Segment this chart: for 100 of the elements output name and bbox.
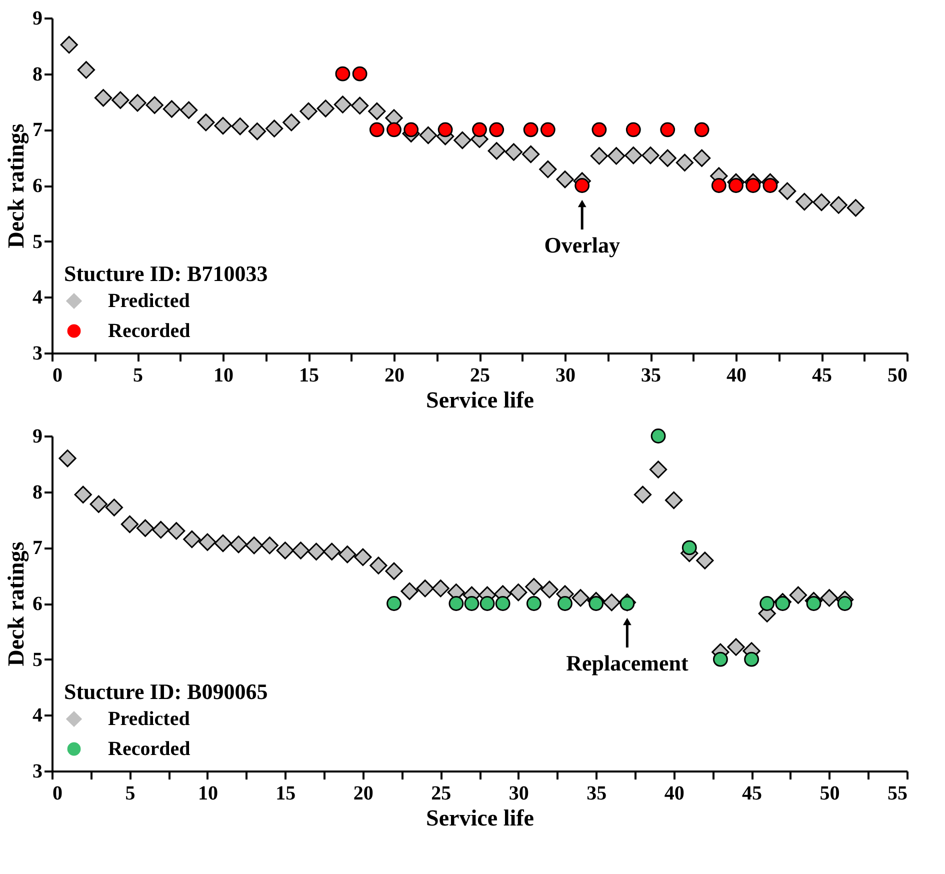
x-tick-label: 50 (888, 364, 908, 386)
point (245, 536, 263, 554)
point (626, 122, 641, 138)
x-tick-label: 10 (198, 782, 218, 804)
point (230, 536, 248, 554)
legend-label: Predicted (108, 708, 190, 730)
point (775, 596, 790, 611)
point (105, 498, 123, 516)
point (162, 100, 181, 118)
y-axis-title: Deck ratings (4, 124, 30, 248)
point (658, 149, 676, 167)
point (504, 143, 523, 161)
x-tick-label: 5 (125, 782, 136, 804)
x-tick-label: 0 (52, 782, 62, 804)
point (760, 596, 775, 611)
point (602, 594, 620, 612)
y-tick-label: 6 (32, 593, 42, 615)
point (696, 552, 714, 570)
point (820, 589, 838, 607)
x-tick-label: 15 (276, 782, 296, 804)
point (624, 146, 642, 164)
point (368, 102, 386, 120)
point (282, 114, 300, 132)
x-axis-title: Service life (426, 388, 534, 412)
point (58, 450, 76, 468)
point (728, 178, 744, 193)
point (350, 96, 369, 114)
x-tick-label: 45 (742, 782, 762, 804)
point (432, 580, 450, 598)
x-tick-label: 25 (431, 782, 452, 804)
point (136, 519, 154, 537)
point (642, 146, 660, 164)
point (556, 170, 574, 188)
point (385, 562, 403, 580)
point (316, 100, 334, 118)
point (168, 522, 186, 540)
annotation: Replacement (566, 650, 689, 676)
point (522, 145, 540, 164)
y-tick-label: 4 (32, 286, 42, 309)
y-tick-label: 5 (32, 648, 42, 671)
point (128, 94, 146, 112)
point (354, 548, 372, 566)
point (488, 142, 506, 160)
point (830, 196, 848, 214)
point (369, 122, 384, 138)
point (665, 491, 683, 510)
y-tick-label: 3 (32, 760, 42, 782)
legend-label: Predicted (108, 290, 190, 312)
x-tick-label: 30 (556, 364, 576, 386)
point (539, 160, 557, 178)
point (574, 178, 590, 193)
point (650, 428, 666, 444)
point (692, 149, 711, 167)
point (198, 533, 216, 551)
point (812, 193, 830, 212)
point (146, 96, 164, 114)
x-tick-label: 30 (508, 782, 529, 804)
point (400, 582, 418, 600)
point (620, 596, 635, 611)
point (727, 638, 745, 656)
point (370, 556, 388, 574)
x-tick-label: 10 (214, 364, 234, 386)
point (789, 586, 807, 604)
point (572, 589, 590, 607)
x-tick-label: 15 (299, 364, 319, 386)
point (180, 101, 198, 119)
point (634, 486, 652, 504)
x-tick-label: 35 (641, 364, 661, 386)
point (265, 120, 284, 138)
point (676, 154, 694, 172)
point (335, 66, 350, 82)
legend-title: Stucture ID: B090065 (64, 679, 268, 704)
point (837, 596, 852, 611)
x-tick-label: 25 (470, 364, 490, 386)
point (300, 102, 318, 120)
x-tick-label: 20 (353, 782, 374, 804)
point (590, 147, 608, 165)
point (523, 122, 538, 138)
y-tick-label: 5 (32, 230, 42, 253)
y-axis-title: Deck ratings (4, 542, 30, 666)
x-tick-label: 20 (384, 364, 404, 386)
point (438, 122, 453, 138)
x-tick-label: 35 (586, 782, 607, 804)
x-tick-label: 50 (820, 782, 840, 804)
point (495, 596, 510, 611)
legend-title: Stucture ID: B710033 (64, 261, 268, 286)
point (60, 36, 78, 54)
x-tick-label: 40 (664, 782, 684, 804)
y-tick-label: 9 (32, 8, 42, 30)
point (77, 61, 96, 79)
point (307, 542, 326, 560)
point (74, 486, 92, 504)
point (540, 580, 558, 598)
point (464, 596, 480, 611)
x-tick-label: 45 (812, 364, 832, 386)
point (778, 182, 796, 200)
point (525, 578, 543, 596)
point (712, 652, 728, 667)
y-tick-label: 7 (32, 119, 42, 142)
point (338, 546, 356, 564)
